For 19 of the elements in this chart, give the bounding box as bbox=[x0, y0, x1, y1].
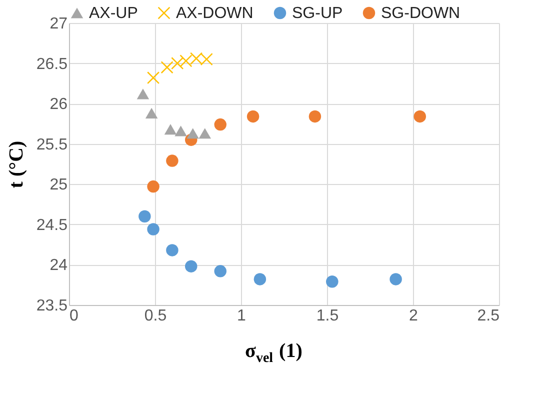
legend-label: SG-DOWN bbox=[381, 5, 460, 22]
y-tick-label: 25 bbox=[50, 176, 68, 194]
legend-label: AX-UP bbox=[89, 5, 138, 22]
legend-label: AX-DOWN bbox=[176, 5, 254, 22]
legend-label: SG-UP bbox=[292, 5, 343, 22]
x-tick-label: 2 bbox=[409, 308, 418, 324]
y-tick-label: 27 bbox=[50, 16, 68, 32]
x-tick-label: 0.5 bbox=[144, 308, 167, 324]
y-tick-label: 25.5 bbox=[36, 136, 68, 154]
y-tick-label: 24 bbox=[50, 257, 68, 274]
y-tick-label: 23.5 bbox=[36, 298, 68, 314]
y-tick-label: 24.5 bbox=[36, 216, 68, 234]
x-tick-label: 0 bbox=[70, 308, 78, 324]
y-axis-title: t (°C) bbox=[5, 140, 28, 188]
x-tick-label: 1 bbox=[237, 308, 246, 324]
x-tick-label: 1.5 bbox=[316, 308, 339, 324]
y-tick-label: 26.5 bbox=[36, 56, 68, 73]
x-tick-label: 2.5 bbox=[477, 308, 500, 324]
y-tick-label: 26 bbox=[50, 96, 68, 114]
